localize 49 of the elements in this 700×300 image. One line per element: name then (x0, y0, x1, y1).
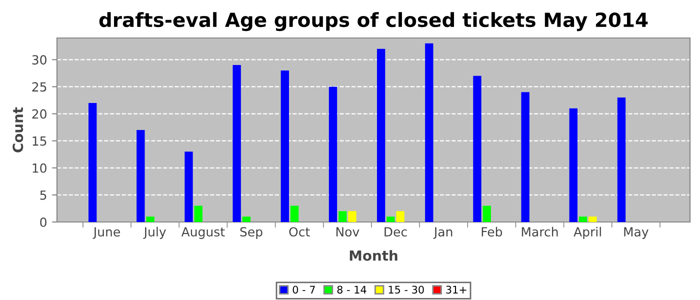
y-tick-label: 30 (32, 55, 46, 65)
y-tick-label: 20 (32, 109, 46, 119)
legend-label: 15 - 30 (388, 286, 424, 294)
bar (425, 43, 434, 222)
bar (376, 48, 386, 222)
x-tick-label: Nov (336, 227, 360, 237)
bar (280, 70, 289, 222)
bar (578, 216, 588, 222)
y-tick-label: 25 (32, 82, 46, 92)
x-tick-label: May (624, 227, 648, 239)
bar (232, 65, 241, 222)
y-axis-title: Count (12, 107, 24, 152)
bar (338, 211, 347, 222)
x-tick-label: August (181, 227, 225, 239)
x-tick-label: April (574, 226, 601, 239)
bar (242, 216, 251, 222)
x-tick-label: Oct (289, 227, 310, 237)
legend-label: 8 - 14 (337, 286, 366, 294)
bar (473, 76, 482, 222)
x-tick-label: March (522, 226, 558, 237)
x-tick-label: June (92, 227, 120, 239)
bar (617, 98, 626, 222)
x-tick-label: July (143, 226, 166, 239)
x-tick-label: Dec (384, 227, 407, 237)
y-tick-label: 5 (40, 190, 46, 200)
y-tick-label: 10 (32, 163, 46, 173)
bar (88, 102, 97, 222)
bar (396, 211, 404, 222)
bar (348, 211, 356, 222)
bar (290, 206, 299, 222)
x-tick-label: Feb (482, 226, 502, 237)
x-axis-title: Month (350, 250, 398, 261)
bar (146, 216, 154, 222)
x-tick-label: Sep (240, 227, 262, 239)
legend-label: 31+ (446, 286, 466, 294)
bar (328, 86, 338, 222)
bar (386, 216, 395, 222)
bar (521, 92, 530, 222)
x-tick-label: Jan (433, 227, 452, 239)
bar (482, 206, 491, 222)
bar (194, 206, 202, 222)
legend-label: 0 - 7 (292, 286, 315, 294)
bar (569, 108, 578, 222)
y-tick-label: 0 (40, 217, 46, 227)
y-tick-label: 15 (32, 136, 46, 146)
bar (136, 130, 145, 222)
bar (184, 152, 193, 222)
chart-title: drafts-eval Age groups of closed tickets May 2014 (99, 12, 648, 32)
bar (588, 216, 597, 222)
